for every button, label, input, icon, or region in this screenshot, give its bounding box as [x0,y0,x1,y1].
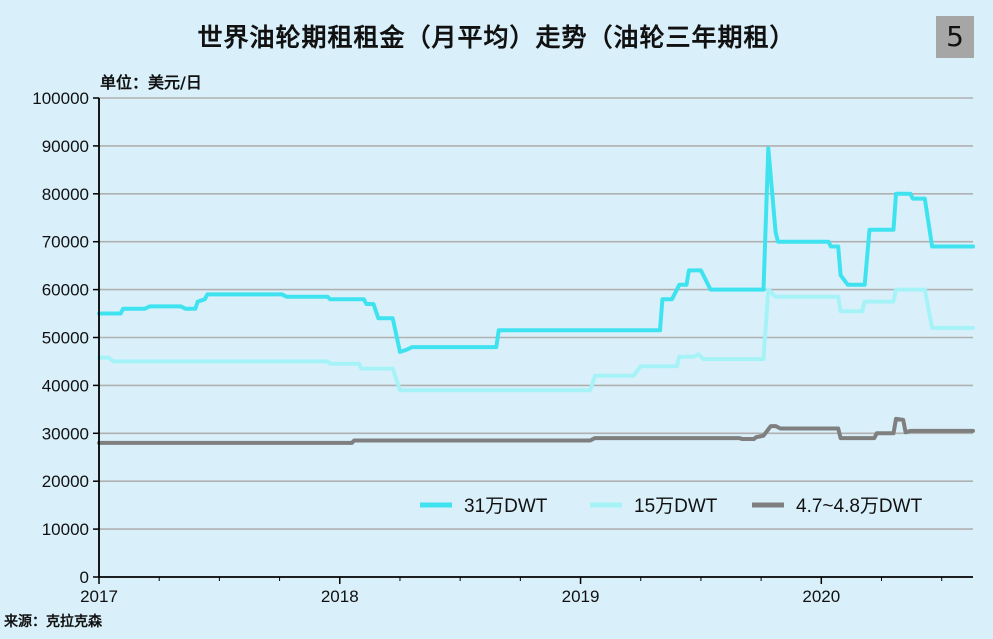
legend-label-2: 4.7~4.8万DWT [796,496,923,517]
y-tick-label: 90000 [42,137,89,156]
y-tick-label: 10000 [42,520,89,539]
series-line-0 [97,146,975,354]
x-tick-label: 2019 [562,587,600,606]
y-tick-label: 30000 [42,424,89,443]
series-line-1 [97,287,975,393]
legend-label-0: 31万DWT [464,496,548,517]
chart-title: 世界油轮期租租金（月平均）走势（油轮三年期租） [197,23,796,52]
grid-lines [99,97,973,530]
source-note: 来源：克拉克森 [4,614,102,630]
y-tick-label: 80000 [42,185,89,204]
y-tick-label: 70000 [42,233,89,252]
y-tick-label: 20000 [42,472,89,491]
y-tick-label: 100000 [32,89,89,108]
x-tick-label: 2017 [80,587,118,606]
x-tick-label: 2020 [802,587,840,606]
y-axis-ticks: 0 10000 20000 30000 40000 50000 60000 70000 8000… [32,89,99,587]
y-tick-label: 50000 [42,329,89,348]
page-number-badge: 5 [936,16,974,58]
x-axis-ticks: 2017 2018 2019 2020 [80,577,943,606]
axes [98,98,973,578]
legend: 31万DWT 15万DWT 4.7~4.8万DWT [420,496,923,517]
x-tick-label: 2018 [321,587,359,606]
series-lines [97,146,975,445]
y-tick-label: 60000 [42,281,89,300]
series-line-2 [97,416,975,445]
y-tick-label: 0 [80,568,89,587]
y-axis-unit-label: 单位：美元/日 [100,73,202,92]
y-tick-label: 40000 [42,376,89,395]
legend-label-1: 15万DWT [634,496,718,517]
